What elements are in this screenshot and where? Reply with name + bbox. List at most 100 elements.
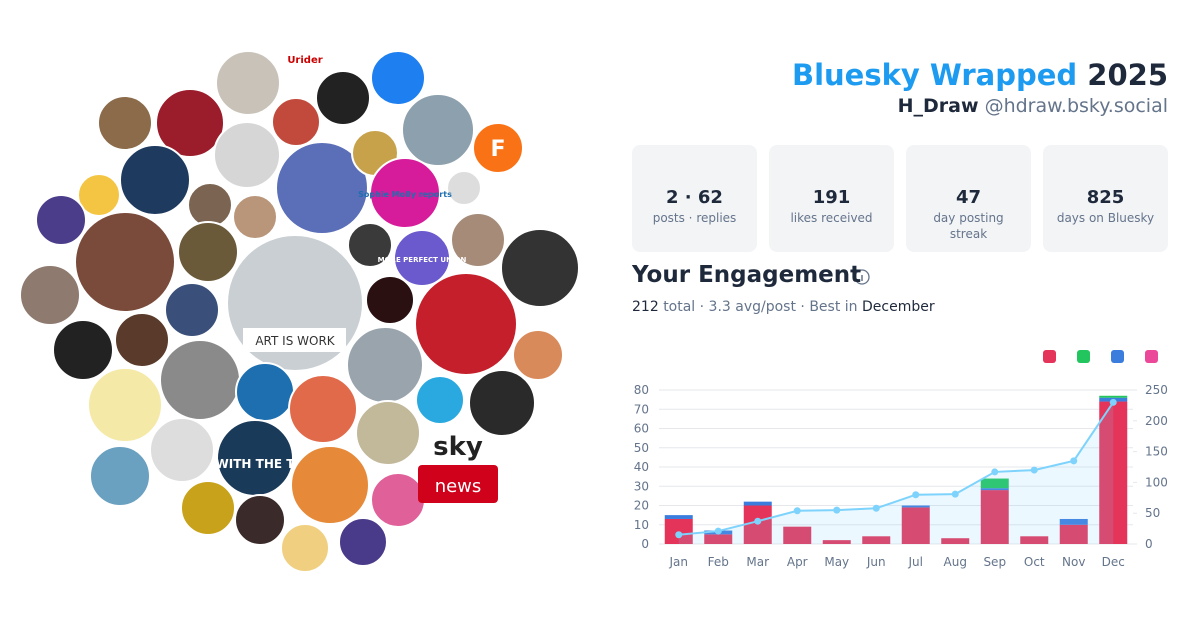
avatar-text: news bbox=[435, 476, 482, 497]
bar-segment bbox=[980, 488, 1009, 491]
avatar-text: ART IS WORK bbox=[255, 334, 335, 348]
avatar bbox=[213, 121, 281, 189]
bar-segment bbox=[980, 490, 1009, 544]
stat-value: 2 · 62 bbox=[666, 187, 723, 208]
stat-card: 825 days on Bluesky bbox=[1043, 145, 1168, 252]
avatar bbox=[370, 472, 426, 528]
y-tick-label: 80 bbox=[634, 383, 649, 397]
stat-label: likes received bbox=[790, 211, 873, 225]
avatar-text: MORE PERFECT UNION bbox=[378, 256, 467, 264]
avatar bbox=[119, 144, 191, 216]
avatar-text: Urider bbox=[287, 55, 322, 66]
avatar bbox=[446, 170, 482, 206]
avatar bbox=[187, 182, 233, 228]
stat-value: 825 bbox=[1086, 187, 1125, 208]
x-tick-label: Dec bbox=[1102, 555, 1125, 569]
info-icon bbox=[854, 269, 870, 285]
avatar bbox=[280, 523, 330, 573]
stat-label: day posting streak bbox=[933, 211, 1004, 241]
x-tick-label: Mar bbox=[746, 555, 769, 569]
y-tick-label: 40 bbox=[634, 460, 649, 474]
best-month: December bbox=[862, 299, 935, 315]
avatar bbox=[164, 282, 220, 338]
line-point bbox=[833, 506, 841, 514]
x-tick-label: Jul bbox=[908, 555, 923, 569]
y2-tick-label: 250 bbox=[1145, 383, 1168, 397]
avatar bbox=[180, 480, 236, 536]
avatar bbox=[234, 494, 286, 546]
line-point bbox=[1070, 457, 1078, 465]
avatar bbox=[77, 173, 121, 217]
line-point bbox=[675, 531, 683, 539]
line-point bbox=[714, 527, 722, 535]
y2-tick-label: 150 bbox=[1145, 445, 1168, 459]
year: 2025 bbox=[1087, 58, 1168, 92]
line-point bbox=[912, 491, 920, 499]
x-tick-label: Feb bbox=[708, 555, 729, 569]
bar-segment bbox=[1099, 401, 1128, 544]
avatar bbox=[355, 400, 421, 466]
x-tick-label: Jun bbox=[866, 555, 886, 569]
y2-tick-label: 100 bbox=[1145, 475, 1168, 489]
y2-tick-label: 50 bbox=[1145, 506, 1160, 520]
bar-segment bbox=[862, 536, 891, 544]
bar-segment bbox=[980, 478, 1009, 489]
user: H_Draw @hdraw.bsky.social bbox=[898, 95, 1168, 117]
stat-card: 191 likes received bbox=[769, 145, 894, 252]
y-tick-label: 70 bbox=[634, 402, 649, 416]
avatar bbox=[52, 319, 114, 381]
bar-segment bbox=[664, 515, 693, 519]
line-point bbox=[951, 490, 959, 498]
avatar bbox=[87, 367, 163, 443]
avatar bbox=[149, 417, 215, 483]
line-point bbox=[793, 507, 801, 515]
y-tick-label: 20 bbox=[634, 499, 649, 513]
avatar bbox=[155, 88, 225, 158]
x-tick-label: Jan bbox=[669, 555, 689, 569]
avatar bbox=[74, 211, 176, 313]
avatar bbox=[290, 445, 370, 525]
total: 212 bbox=[632, 299, 659, 315]
x-tick-label: Sep bbox=[983, 555, 1006, 569]
line-point bbox=[1030, 466, 1038, 474]
bar-segment bbox=[901, 505, 930, 508]
bar-segment bbox=[822, 540, 851, 544]
display-name: H_Draw bbox=[897, 95, 979, 117]
avatar bbox=[89, 445, 151, 507]
legend-icon bbox=[1111, 350, 1124, 363]
avatar bbox=[393, 229, 451, 287]
bar-segment bbox=[941, 538, 970, 544]
sky-news-banner bbox=[418, 465, 498, 503]
brand: Bluesky Wrapped bbox=[791, 58, 1078, 92]
stat-label: posts · replies bbox=[652, 211, 737, 225]
avatar bbox=[365, 275, 415, 325]
stat-label: days on Bluesky bbox=[1056, 211, 1155, 225]
avatar bbox=[512, 329, 564, 381]
bar-segment bbox=[1099, 395, 1128, 398]
avatar bbox=[215, 50, 281, 116]
avatar-text: F bbox=[490, 137, 505, 162]
avatar bbox=[415, 375, 465, 425]
avatar bbox=[288, 374, 358, 444]
avatar bbox=[338, 517, 388, 567]
line-point bbox=[754, 517, 762, 525]
summary: total · 3.3 avg/post · Best in bbox=[663, 299, 858, 315]
x-tick-label: Aug bbox=[944, 555, 967, 569]
avatar bbox=[232, 194, 278, 240]
avatar bbox=[346, 326, 424, 404]
avatar bbox=[159, 339, 241, 421]
stat-card: 47 day posting streak bbox=[906, 145, 1031, 252]
bar-segment bbox=[1059, 518, 1088, 525]
bar-segment bbox=[901, 507, 930, 544]
avatar bbox=[468, 369, 536, 437]
handle: @hdraw.bsky.social bbox=[984, 95, 1168, 117]
avatar bbox=[347, 222, 393, 268]
x-tick-label: Oct bbox=[1024, 555, 1045, 569]
line-point bbox=[991, 468, 999, 476]
bar-segment bbox=[704, 534, 733, 544]
avatar bbox=[500, 228, 580, 308]
line bbox=[678, 401, 1115, 536]
avatar bbox=[472, 122, 524, 174]
bar-segment bbox=[743, 505, 772, 544]
